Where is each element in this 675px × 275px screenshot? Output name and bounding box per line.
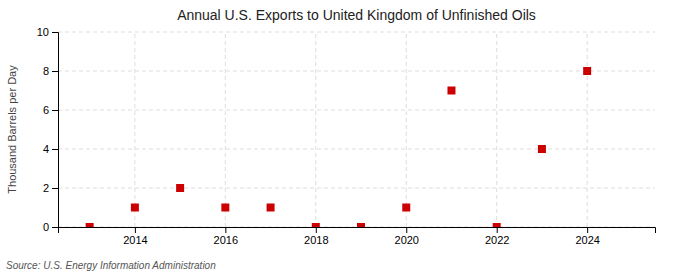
tick: 2016 bbox=[214, 227, 238, 246]
point bbox=[402, 204, 410, 212]
point bbox=[131, 204, 139, 212]
grid bbox=[58, 32, 655, 227]
tick-label: 6 bbox=[43, 104, 49, 116]
grid-line-x bbox=[496, 32, 497, 227]
tick: 2024 bbox=[575, 227, 599, 246]
grid-line-x bbox=[587, 32, 588, 227]
point bbox=[86, 223, 94, 227]
tick: 2022 bbox=[485, 227, 509, 246]
tick-mark bbox=[497, 227, 498, 233]
tick-mark bbox=[52, 32, 58, 33]
tick-mark bbox=[52, 71, 58, 72]
grid-line-y bbox=[58, 32, 655, 33]
grid-line-x bbox=[225, 32, 226, 227]
point bbox=[357, 223, 365, 227]
tick-label: 2 bbox=[43, 182, 49, 194]
tick-mark bbox=[52, 227, 58, 228]
tick-mark bbox=[587, 227, 588, 233]
tick: 2018 bbox=[304, 227, 328, 246]
grid-line-y bbox=[58, 188, 655, 189]
point bbox=[447, 87, 455, 95]
tick: 0 bbox=[43, 221, 58, 233]
x-axis: 2014 2016 2018 2020 2022 2024 bbox=[59, 227, 656, 246]
tick-label: 2022 bbox=[485, 234, 509, 246]
tick-mark bbox=[52, 110, 58, 111]
tick: 2 bbox=[43, 182, 58, 194]
axis-line bbox=[52, 33, 59, 228]
point bbox=[583, 67, 591, 75]
tick-mark bbox=[316, 227, 317, 233]
grid-line-x bbox=[134, 32, 135, 227]
tick-label: 0 bbox=[43, 221, 49, 233]
tick: 10 bbox=[37, 26, 58, 38]
grid-line-y bbox=[58, 110, 655, 111]
chart-container: 2014 2016 2018 2020 2022 2024 0 2 4 6 8 10 Annual U.… bbox=[0, 0, 675, 275]
tick-label: 2024 bbox=[575, 234, 599, 246]
tick: 2020 bbox=[395, 227, 419, 246]
tick-label: 4 bbox=[43, 143, 49, 155]
points bbox=[86, 67, 592, 227]
grid-line-x bbox=[406, 32, 407, 227]
tick-mark bbox=[406, 227, 407, 233]
y-axis-label: Thousand Barrels per Day bbox=[6, 65, 18, 194]
point bbox=[538, 145, 546, 153]
tick: 6 bbox=[43, 104, 58, 116]
tick-label: 2016 bbox=[214, 234, 238, 246]
tick-mark bbox=[225, 227, 226, 233]
tick-label: 2020 bbox=[395, 234, 419, 246]
tick-mark bbox=[52, 188, 58, 189]
point bbox=[176, 184, 184, 192]
tick: 2014 bbox=[123, 227, 147, 246]
title: Annual U.S. Exports to United Kingdom of… bbox=[177, 7, 536, 23]
grid-line-y bbox=[58, 149, 655, 150]
chart-svg: 2014 2016 2018 2020 2022 2024 0 2 4 6 8 10 Annual U.… bbox=[0, 0, 675, 275]
y-axis: 0 2 4 6 8 10 bbox=[37, 26, 59, 233]
tick-label: 10 bbox=[37, 26, 49, 38]
grid-line-y bbox=[58, 71, 655, 72]
grid-line-x bbox=[315, 32, 316, 227]
axis-line bbox=[59, 228, 656, 234]
point bbox=[221, 204, 229, 212]
point bbox=[493, 223, 501, 227]
annotation: Source: U.S. Energy Information Administ… bbox=[6, 260, 216, 271]
tick-mark bbox=[52, 149, 58, 150]
tick-mark bbox=[135, 227, 136, 233]
tick-label: 8 bbox=[43, 65, 49, 77]
tick-label: 2018 bbox=[304, 234, 328, 246]
point bbox=[267, 204, 275, 212]
tick: 4 bbox=[43, 143, 58, 155]
tick-label: 2014 bbox=[123, 234, 147, 246]
tick: 8 bbox=[43, 65, 58, 77]
point bbox=[312, 223, 320, 227]
